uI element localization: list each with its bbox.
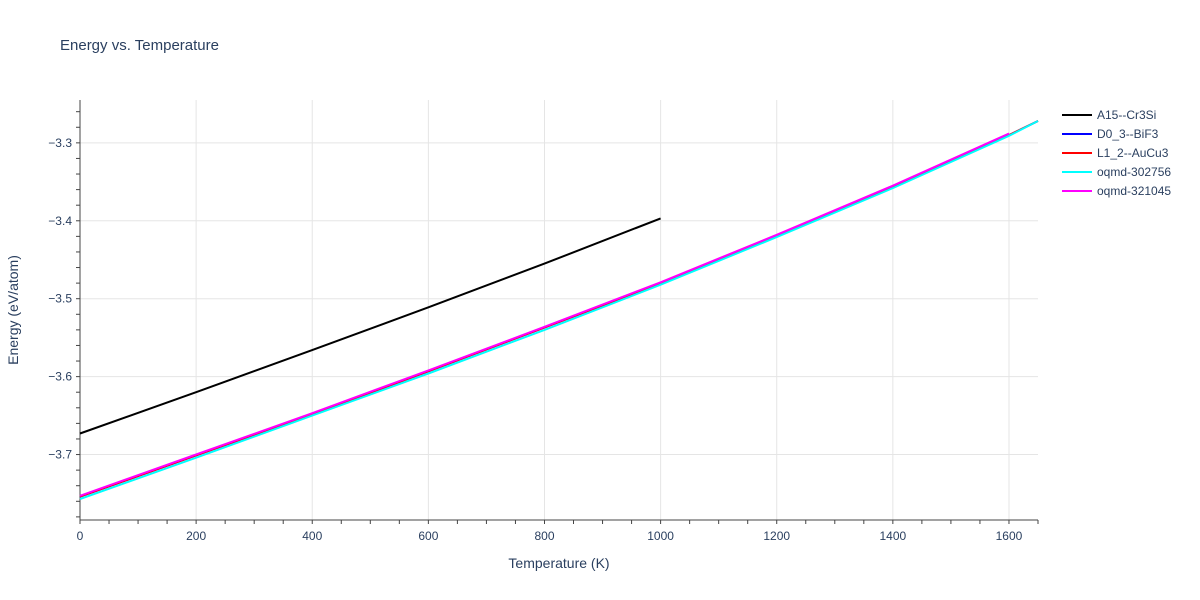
legend-item[interactable]: D0_3--BiF3 <box>1062 127 1159 141</box>
x-tick-label: 1200 <box>763 529 790 543</box>
x-tick-label: 800 <box>534 529 554 543</box>
legend-label: oqmd-321045 <box>1097 184 1171 198</box>
series-line-oqmd-302756 <box>79 120 1039 500</box>
legend-item[interactable]: L1_2--AuCu3 <box>1062 146 1169 160</box>
x-tick-label: 600 <box>418 529 438 543</box>
series-lines <box>79 120 1039 500</box>
y-axis-title: Energy (eV/atom) <box>5 255 21 365</box>
legend-label: L1_2--AuCu3 <box>1097 146 1169 160</box>
chart-title: Energy vs. Temperature <box>60 37 219 54</box>
x-tick-label: 400 <box>302 529 322 543</box>
axes: 0 200 400 600 800 1000 1200 1400 1600 −3.7 −3.6 −3.… <box>48 100 1039 543</box>
y-tick-label: −3.4 <box>48 214 72 228</box>
legend-item[interactable]: oqmd-302756 <box>1062 165 1171 179</box>
x-tick-label: 1600 <box>996 529 1023 543</box>
legend[interactable]: A15--Cr3Si D0_3--BiF3 L1_2--AuCu3 oqmd-3027… <box>1062 108 1171 198</box>
y-tick-label: −3.6 <box>48 370 72 384</box>
legend-label: D0_3--BiF3 <box>1097 127 1159 141</box>
x-axis-title: Temperature (K) <box>508 555 609 571</box>
legend-item[interactable]: oqmd-321045 <box>1062 184 1171 198</box>
y-tick-label: −3.7 <box>48 448 72 462</box>
grid <box>80 100 1038 520</box>
series-line-l1-2-aucu3 <box>79 120 1039 498</box>
legend-label: A15--Cr3Si <box>1097 108 1156 122</box>
x-tick-label: 0 <box>77 529 84 543</box>
x-tick-label: 1400 <box>879 529 906 543</box>
legend-label: oqmd-302756 <box>1097 165 1171 179</box>
series-line-d0-3-bif3 <box>79 120 1039 498</box>
series-line-a15-cr3si <box>79 217 661 435</box>
y-tick-label: −3.3 <box>48 136 72 150</box>
legend-item[interactable]: A15--Cr3Si <box>1062 108 1156 122</box>
x-tick-label: 1000 <box>647 529 674 543</box>
x-tick-label: 200 <box>186 529 206 543</box>
series-line-oqmd-321045 <box>79 132 1010 497</box>
y-tick-label: −3.5 <box>48 292 72 306</box>
